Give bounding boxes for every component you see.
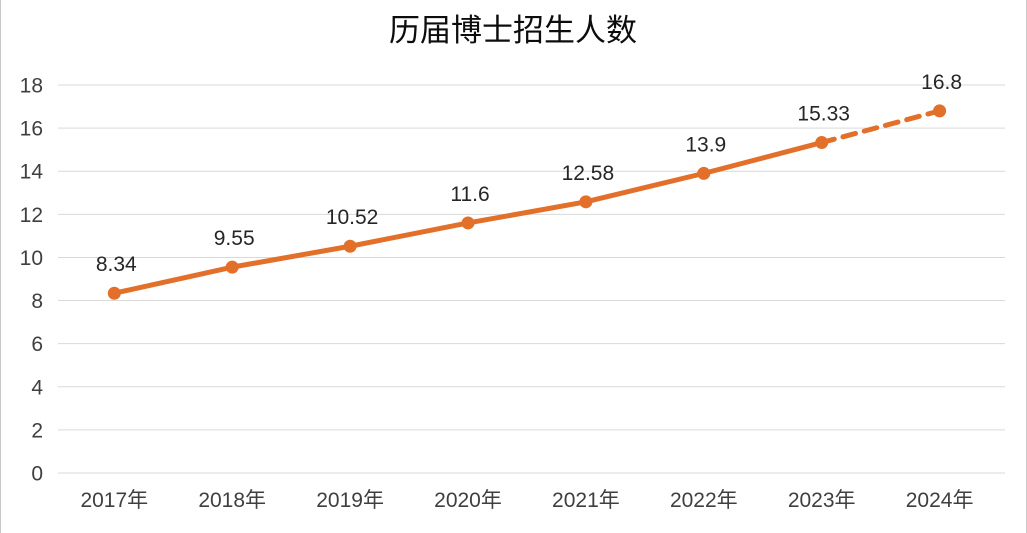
y-tick-label: 10 bbox=[20, 247, 43, 270]
data-point-marker bbox=[107, 286, 121, 300]
y-tick-label: 14 bbox=[20, 161, 44, 184]
y-tick-label: 0 bbox=[31, 463, 43, 486]
x-tick-label: 2023年 bbox=[788, 489, 856, 512]
x-tick-label: 2021年 bbox=[552, 489, 620, 512]
y-tick-label: 2 bbox=[31, 419, 43, 442]
data-point-label: 11.6 bbox=[450, 183, 489, 206]
data-point-label: 13.9 bbox=[685, 133, 726, 156]
data-point-marker bbox=[697, 166, 711, 180]
y-tick-label: 6 bbox=[31, 333, 43, 356]
data-labels: 8.34 9.55 10.52 11.6 12.58 13.9 15.33 16.8 bbox=[96, 71, 962, 276]
y-tick-label: 12 bbox=[20, 204, 43, 227]
data-point-label: 12.58 bbox=[562, 162, 615, 185]
data-point-label: 9.55 bbox=[214, 227, 255, 250]
series-line-dashed bbox=[819, 108, 943, 146]
chart-title: 历届博士招生人数 bbox=[389, 13, 637, 48]
data-point-marker bbox=[933, 104, 947, 118]
y-tick-label: 4 bbox=[31, 376, 43, 399]
data-point-marker bbox=[815, 136, 829, 150]
data-point-marker bbox=[461, 216, 475, 230]
data-point-marker bbox=[343, 239, 357, 253]
data-point-label: 16.8 bbox=[921, 71, 962, 94]
x-axis-tick-labels: 2017年 2018年 2019年 2020年 2021年 2022年 2023年 2024年 bbox=[80, 489, 973, 512]
x-tick-label: 2017年 bbox=[80, 489, 148, 512]
data-point-label: 15.33 bbox=[797, 103, 850, 126]
y-tick-label: 16 bbox=[20, 118, 43, 141]
x-tick-label: 2019年 bbox=[316, 489, 384, 512]
data-point-label: 10.52 bbox=[326, 206, 379, 229]
y-axis-tick-labels: 0 2 4 6 8 10 12 14 16 18 bbox=[20, 75, 44, 486]
data-series bbox=[107, 104, 947, 300]
data-point-marker bbox=[225, 260, 239, 274]
data-point-marker bbox=[579, 195, 593, 209]
x-tick-label: 2024年 bbox=[906, 489, 974, 512]
y-tick-label: 18 bbox=[20, 75, 43, 98]
data-point-label: 8.34 bbox=[96, 253, 137, 276]
gridlines bbox=[58, 84, 1005, 474]
x-tick-label: 2018年 bbox=[198, 489, 266, 512]
x-tick-label: 2022年 bbox=[670, 489, 738, 512]
x-tick-label: 2020年 bbox=[434, 489, 502, 512]
y-tick-label: 8 bbox=[31, 290, 43, 313]
